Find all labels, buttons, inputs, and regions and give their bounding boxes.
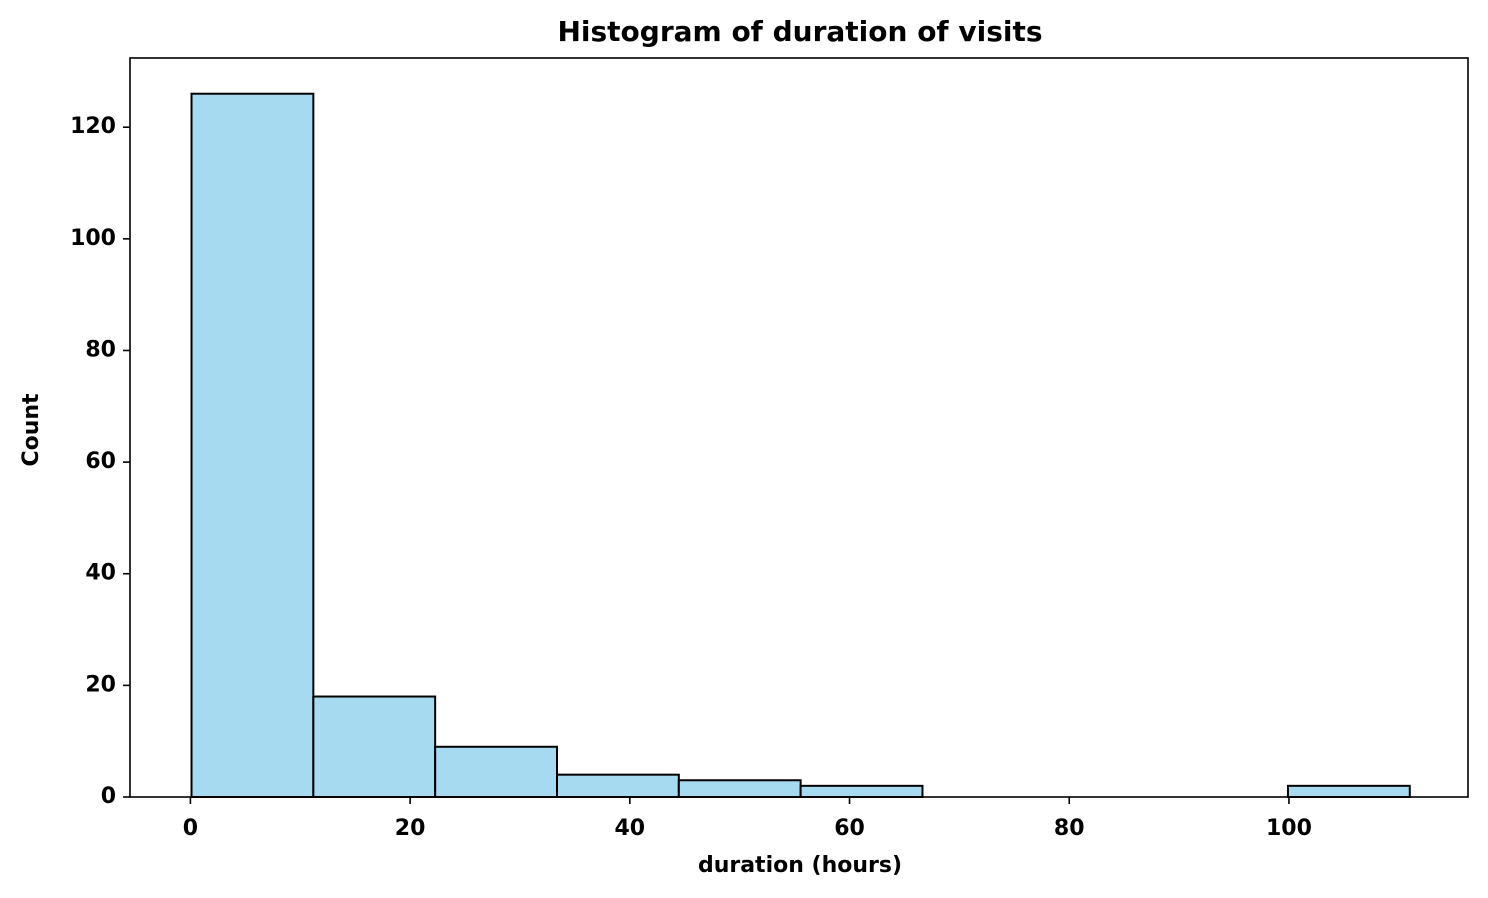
bar	[799, 784, 924, 798]
y-tick-label: 100	[70, 226, 116, 251]
y-tick-label: 120	[70, 114, 116, 139]
y-tick-label: 0	[101, 784, 116, 809]
bar	[677, 779, 802, 799]
y-tick-label: 60	[85, 449, 116, 474]
x-tick-label: 40	[615, 816, 646, 841]
bar	[312, 695, 437, 799]
y-tick-label: 40	[85, 561, 116, 586]
bar	[190, 92, 315, 799]
y-tick-label: 20	[85, 672, 116, 697]
x-tick-label: 20	[395, 816, 426, 841]
bar	[434, 745, 558, 799]
y-axis-label: Count	[19, 393, 44, 467]
x-tick-label: 60	[834, 816, 865, 841]
x-axis-label: duration (hours)	[698, 853, 902, 878]
chart-title: Histogram of duration of visits	[557, 15, 1042, 48]
x-tick-label: 80	[1054, 816, 1085, 841]
y-tick-label: 80	[85, 337, 116, 362]
x-tick-label: 0	[183, 816, 198, 841]
x-tick-label: 100	[1266, 816, 1312, 841]
plot-frame	[129, 57, 1469, 798]
bar	[555, 773, 680, 798]
bar	[1286, 784, 1411, 798]
